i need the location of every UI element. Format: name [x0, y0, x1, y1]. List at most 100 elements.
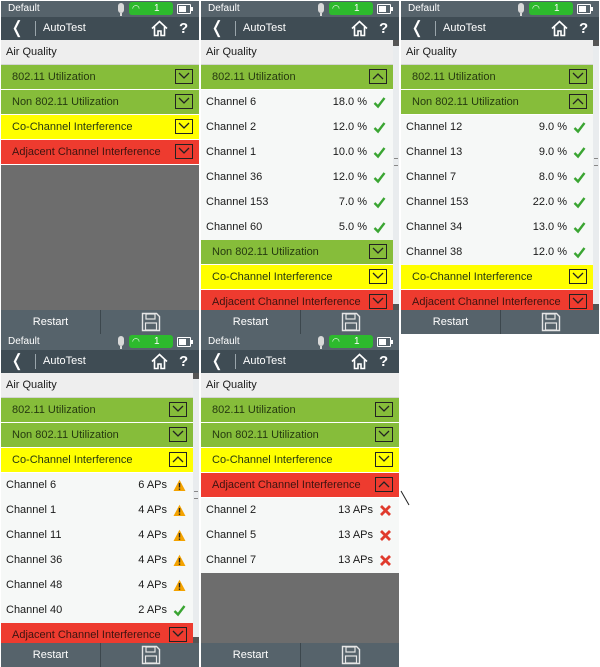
chevron-down-icon[interactable] [175, 144, 193, 159]
chevron-down-icon[interactable] [369, 294, 387, 309]
channel-name: Channel 40 [6, 604, 63, 616]
chevron-down-icon[interactable] [569, 294, 587, 309]
channel-name: Channel 7 [206, 554, 257, 566]
status-bar: Default ◠ 1 [1, 334, 199, 350]
scroll-thumb[interactable] [594, 158, 598, 166]
chevron-down-icon[interactable] [175, 94, 193, 109]
help-icon[interactable]: ? [379, 20, 389, 37]
help-icon[interactable]: ? [179, 353, 189, 370]
section-cochannel-interference[interactable]: Co-Channel Interference [401, 265, 593, 290]
save-icon[interactable] [341, 312, 361, 332]
channel-name: Channel 6 [6, 479, 57, 491]
chevron-up-icon[interactable] [375, 477, 393, 492]
mic-icon [318, 336, 324, 349]
scroll-up-icon[interactable] [593, 40, 599, 46]
home-icon[interactable] [351, 353, 368, 370]
back-icon[interactable]: ❬ [210, 351, 225, 370]
chevron-down-icon[interactable] [569, 269, 587, 284]
home-icon[interactable] [151, 353, 168, 370]
profile-name: Default [208, 336, 240, 347]
scroll-down-icon[interactable] [393, 304, 399, 310]
home-icon[interactable] [351, 20, 368, 37]
scrollbar[interactable] [393, 40, 399, 310]
channel-name: Channel 2 [206, 121, 257, 133]
section-cochannel-interference[interactable]: Co-Channel Interference [1, 115, 199, 140]
back-icon[interactable]: ❬ [10, 18, 25, 37]
chevron-down-icon[interactable] [569, 69, 587, 84]
footer-divider [100, 643, 101, 667]
restart-button[interactable]: Restart [32, 316, 69, 328]
save-icon[interactable] [141, 645, 161, 665]
save-icon[interactable] [141, 312, 161, 332]
restart-button[interactable]: Restart [232, 316, 269, 328]
section-cochannel-interference[interactable]: Co-Channel Interference [201, 265, 393, 290]
channel-name: Channel 7 [406, 171, 457, 183]
section-80211-utilization[interactable]: 802.11 Utilization [201, 398, 399, 423]
back-icon[interactable]: ❬ [210, 18, 225, 37]
save-icon[interactable] [341, 645, 361, 665]
chevron-down-icon[interactable] [375, 427, 393, 442]
footer-bar: Restart [1, 310, 199, 334]
section-cochannel-interference[interactable]: Co-Channel Interference [1, 448, 193, 473]
chevron-up-icon[interactable] [569, 94, 587, 109]
help-icon[interactable]: ? [579, 20, 589, 37]
back-icon[interactable]: ❬ [410, 18, 425, 37]
section-adjacent-interference[interactable]: Adjacent Channel Interference [201, 473, 399, 498]
section-heading: Air Quality [1, 373, 193, 398]
section-80211-utilization[interactable]: 802.11 Utilization [201, 65, 393, 90]
chevron-down-icon[interactable] [175, 69, 193, 84]
section-non80211-utilization[interactable]: Non 802.11 Utilization [201, 423, 399, 448]
section-non80211-utilization[interactable]: Non 802.11 Utilization [201, 240, 393, 265]
section-label: Adjacent Channel Interference [12, 629, 161, 641]
section-80211-utilization[interactable]: 802.11 Utilization [1, 398, 193, 423]
save-icon[interactable] [541, 312, 561, 332]
scroll-up-icon[interactable] [393, 40, 399, 46]
section-cochannel-interference[interactable]: Co-Channel Interference [201, 448, 399, 473]
wifi-badge: ◠ 1 [329, 335, 373, 348]
back-icon[interactable]: ❬ [10, 351, 25, 370]
scroll-down-icon[interactable] [593, 304, 599, 310]
restart-button[interactable]: Restart [432, 316, 469, 328]
section-non80211-utilization[interactable]: Non 802.11 Utilization [401, 90, 593, 115]
section-non80211-utilization[interactable]: Non 802.11 Utilization [1, 90, 199, 115]
scroll-thumb[interactable] [394, 158, 398, 166]
home-icon[interactable] [551, 20, 568, 37]
chevron-down-icon[interactable] [369, 244, 387, 259]
chevron-down-icon[interactable] [369, 269, 387, 284]
restart-button[interactable]: Restart [32, 649, 69, 661]
help-icon[interactable]: ? [379, 353, 389, 370]
title-divider [235, 354, 236, 369]
section-non80211-utilization[interactable]: Non 802.11 Utilization [1, 423, 193, 448]
chevron-up-icon[interactable] [169, 452, 187, 467]
autotest-screen-5: Default ◠ 1 ❬ AutoTest ? Air Quality 802.… [201, 334, 399, 667]
chevron-down-icon[interactable] [169, 427, 187, 442]
scrollbar[interactable] [193, 373, 199, 643]
chevron-down-icon[interactable] [169, 627, 187, 642]
profile-name: Default [8, 3, 40, 14]
section-adjacent-interference[interactable]: Adjacent Channel Interference [1, 140, 199, 165]
help-icon[interactable]: ? [179, 20, 189, 37]
chevron-up-icon[interactable] [369, 69, 387, 84]
section-adjacent-interference[interactable]: Adjacent Channel Interference [1, 623, 193, 643]
section-label: Non 802.11 Utilization [12, 429, 119, 441]
section-adjacent-interference[interactable]: Adjacent Channel Interference [201, 290, 393, 310]
section-80211-utilization[interactable]: 802.11 Utilization [401, 65, 593, 90]
chevron-down-icon[interactable] [375, 452, 393, 467]
home-icon[interactable] [151, 20, 168, 37]
section-label: Adjacent Channel Interference [12, 146, 161, 158]
chevron-down-icon[interactable] [169, 402, 187, 417]
scrollbar[interactable] [593, 40, 599, 310]
footer-divider [100, 310, 101, 334]
chevron-down-icon[interactable] [375, 402, 393, 417]
restart-button[interactable]: Restart [232, 649, 269, 661]
channel-value: 4 APs [138, 579, 167, 591]
chevron-down-icon[interactable] [175, 119, 193, 134]
profile-name: Default [8, 336, 40, 347]
section-adjacent-interference[interactable]: Adjacent Channel Interference [401, 290, 593, 310]
section-80211-utilization[interactable]: 802.11 Utilization [1, 65, 199, 90]
title-divider [235, 21, 236, 36]
scroll-up-icon[interactable] [193, 373, 199, 379]
scroll-down-icon[interactable] [193, 637, 199, 643]
scroll-thumb[interactable] [194, 491, 198, 499]
list-item: Channel 36 12.0 % [201, 165, 393, 190]
